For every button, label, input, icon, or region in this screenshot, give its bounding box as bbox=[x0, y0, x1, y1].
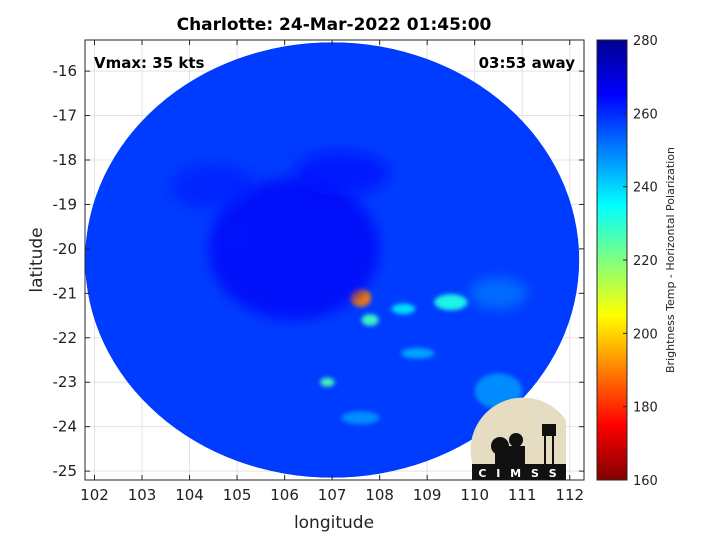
x-tick-label: 104 bbox=[175, 486, 204, 504]
cimss-logo: C I M S S bbox=[470, 397, 566, 480]
colorbar-label: Brightness Temp - Horizontal Polarizatio… bbox=[664, 147, 677, 373]
y-axis-label: latitude bbox=[27, 227, 47, 292]
x-tick-label: 111 bbox=[508, 486, 537, 504]
brightness-feature bbox=[294, 151, 390, 196]
x-axis-label: longitude bbox=[294, 513, 374, 533]
axes-frame bbox=[84, 39, 585, 481]
y-axis: -16 -17 -18 -19 -20 -21 -22 -23 -24 -25 bbox=[53, 62, 584, 480]
x-tick-label: 103 bbox=[128, 486, 157, 504]
brightness-feature bbox=[391, 303, 416, 315]
x-axis: 102 103 104 105 106 107 108 109 110 111 112 bbox=[80, 40, 584, 504]
colorbar-tick-label: 220 bbox=[633, 254, 658, 269]
distance-label: 03:53 away bbox=[479, 54, 576, 72]
x-tick-label: 105 bbox=[223, 486, 252, 504]
colorbar-tick-label: 200 bbox=[633, 327, 658, 342]
y-tick-label: -17 bbox=[53, 107, 78, 125]
brightness-feature bbox=[434, 294, 468, 311]
y-tick-label: -23 bbox=[53, 373, 78, 391]
colorbar-tick-label: 160 bbox=[633, 474, 658, 489]
vmax-label: Vmax: 35 kts bbox=[94, 54, 204, 72]
colorbar-tick-label: 180 bbox=[633, 401, 658, 416]
y-tick-label: -19 bbox=[53, 195, 78, 213]
brightness-feature bbox=[208, 177, 380, 320]
feature-layer bbox=[170, 151, 527, 425]
colorbar-ticks: 280 260 240 220 200 180 160 bbox=[623, 34, 658, 489]
colorbar-tick-label: 240 bbox=[633, 181, 658, 196]
y-tick-label: -18 bbox=[53, 151, 78, 169]
colorbar-tick-label: 280 bbox=[633, 34, 658, 49]
brightness-feature bbox=[469, 277, 527, 309]
x-tick-label: 107 bbox=[318, 486, 347, 504]
logo-text: C I M S S bbox=[478, 467, 559, 480]
x-tick-label: 106 bbox=[270, 486, 299, 504]
brightness-feature bbox=[320, 377, 335, 387]
y-tick-label: -16 bbox=[53, 62, 78, 80]
water-tower-icon bbox=[542, 424, 556, 436]
y-tick-label: -20 bbox=[53, 240, 78, 258]
brightness-feature bbox=[170, 164, 257, 209]
colorbar bbox=[596, 39, 628, 481]
y-tick-label: -21 bbox=[53, 284, 78, 302]
x-tick-label: 109 bbox=[413, 486, 442, 504]
x-tick-label: 112 bbox=[555, 486, 584, 504]
brightness-feature bbox=[361, 314, 379, 326]
brightness-feature bbox=[341, 411, 380, 425]
y-tick-label: -22 bbox=[53, 329, 78, 347]
y-tick-label: -24 bbox=[53, 418, 78, 436]
x-tick-label: 102 bbox=[80, 486, 109, 504]
y-tick-label: -25 bbox=[53, 462, 78, 480]
chart-title: Charlotte: 24-Mar-2022 01:45:00 bbox=[177, 15, 492, 35]
brightness-feature bbox=[401, 348, 435, 359]
x-tick-label: 108 bbox=[365, 486, 394, 504]
x-tick-label: 110 bbox=[460, 486, 489, 504]
colorbar-tick-label: 260 bbox=[633, 107, 658, 122]
